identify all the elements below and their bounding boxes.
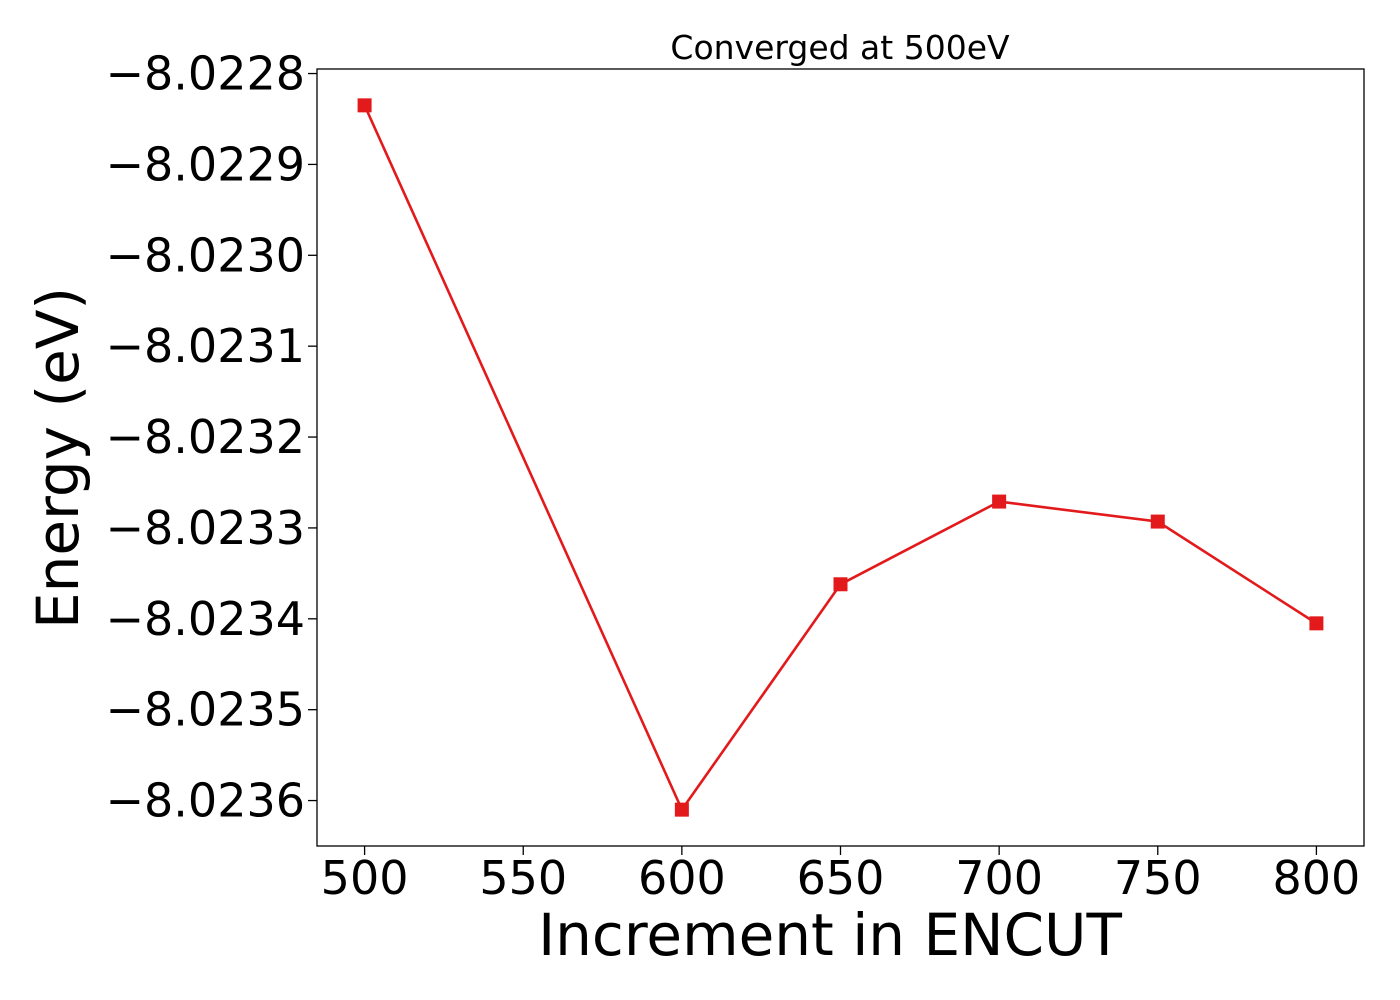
x-tick-label: 750 (1114, 851, 1202, 905)
chart-title: Converged at 500eV (670, 28, 1010, 67)
y-axis-label: Energy (eV) (24, 287, 92, 629)
x-tick-label: 800 (1273, 851, 1361, 905)
data-point-marker (833, 577, 848, 592)
data-point-marker (1309, 616, 1324, 631)
y-tick-label: −8.0230 (106, 228, 306, 282)
x-tick-label: 650 (797, 851, 885, 905)
x-tick-label: 550 (479, 851, 567, 905)
y-tick-label: −8.0234 (106, 592, 306, 646)
y-tick-label: −8.0229 (106, 137, 306, 191)
x-tick-label: 700 (955, 851, 1043, 905)
data-point-marker (992, 494, 1007, 509)
y-tick-label: −8.0231 (106, 319, 306, 373)
x-tick-label: 500 (321, 851, 409, 905)
y-tick-label: −8.0233 (106, 501, 306, 555)
data-point-marker (1150, 514, 1165, 529)
y-tick-label: −8.0235 (106, 683, 306, 737)
x-tick-label: 600 (638, 851, 726, 905)
series-layer (357, 98, 1324, 817)
y-tick-label: −8.0228 (106, 47, 306, 101)
x-axis-label: Increment in ENCUT (538, 901, 1122, 969)
y-tick-label: −8.0236 (106, 774, 306, 828)
x-axis: 500 550 600 650 700 750 800 (321, 846, 1361, 905)
plot-area-frame (316, 68, 1365, 847)
data-point-marker (674, 802, 689, 817)
y-axis: −8.0228 −8.0229 −8.0230 −8.0231 −8.0232 −8.02… (106, 47, 317, 828)
data-point-marker (357, 98, 372, 113)
y-tick-label: −8.0232 (106, 410, 306, 464)
series-line (363, 104, 1318, 811)
